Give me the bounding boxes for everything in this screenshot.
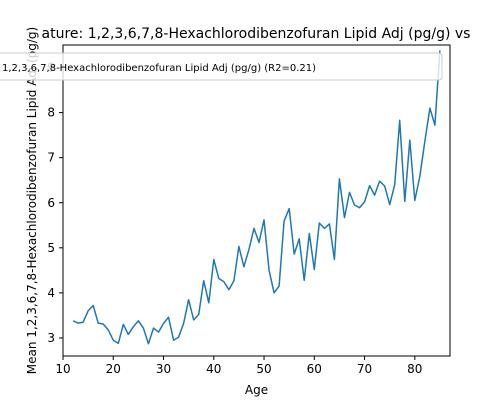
x-tick-label: 30	[156, 362, 171, 376]
y-tick-label: 7	[47, 151, 55, 165]
x-axis-label: Age	[245, 383, 268, 397]
y-tick-label: 5	[47, 241, 55, 255]
x-tick-label: 10	[55, 362, 70, 376]
x-tick-label: 50	[256, 362, 271, 376]
y-tick-label: 6	[47, 196, 55, 210]
x-tick-label: 60	[307, 362, 322, 376]
x-tick-label: 70	[357, 362, 372, 376]
legend-label: 1,2,3,6,7,8-Hexachlorodibenzofuran Lipid…	[2, 63, 316, 74]
plot-frame	[62, 44, 451, 357]
x-axis: 10 20 30 40 50 60 70 80	[55, 356, 422, 376]
y-tick-label: 3	[47, 331, 55, 345]
y-tick-label: 4	[47, 286, 55, 300]
y-axis: 3456789	[47, 61, 63, 345]
series-line	[72, 50, 441, 345]
y-tick-label: 8	[47, 106, 55, 120]
y-axis-label: Mean 1,2,3,6,7,8-Hexachlorodibenzofuran …	[25, 27, 39, 374]
x-tick-label: 20	[106, 362, 121, 376]
chart-title: ature: 1,2,3,6,7,8-Hexachlorodibenzofura…	[42, 26, 471, 42]
legend-box	[0, 52, 443, 81]
legend: 1,2,3,6,7,8-Hexachlorodibenzofuran Lipid…	[0, 52, 443, 81]
plot-area	[62, 44, 451, 357]
x-tick-label: 80	[407, 362, 422, 376]
x-tick-label: 40	[206, 362, 221, 376]
